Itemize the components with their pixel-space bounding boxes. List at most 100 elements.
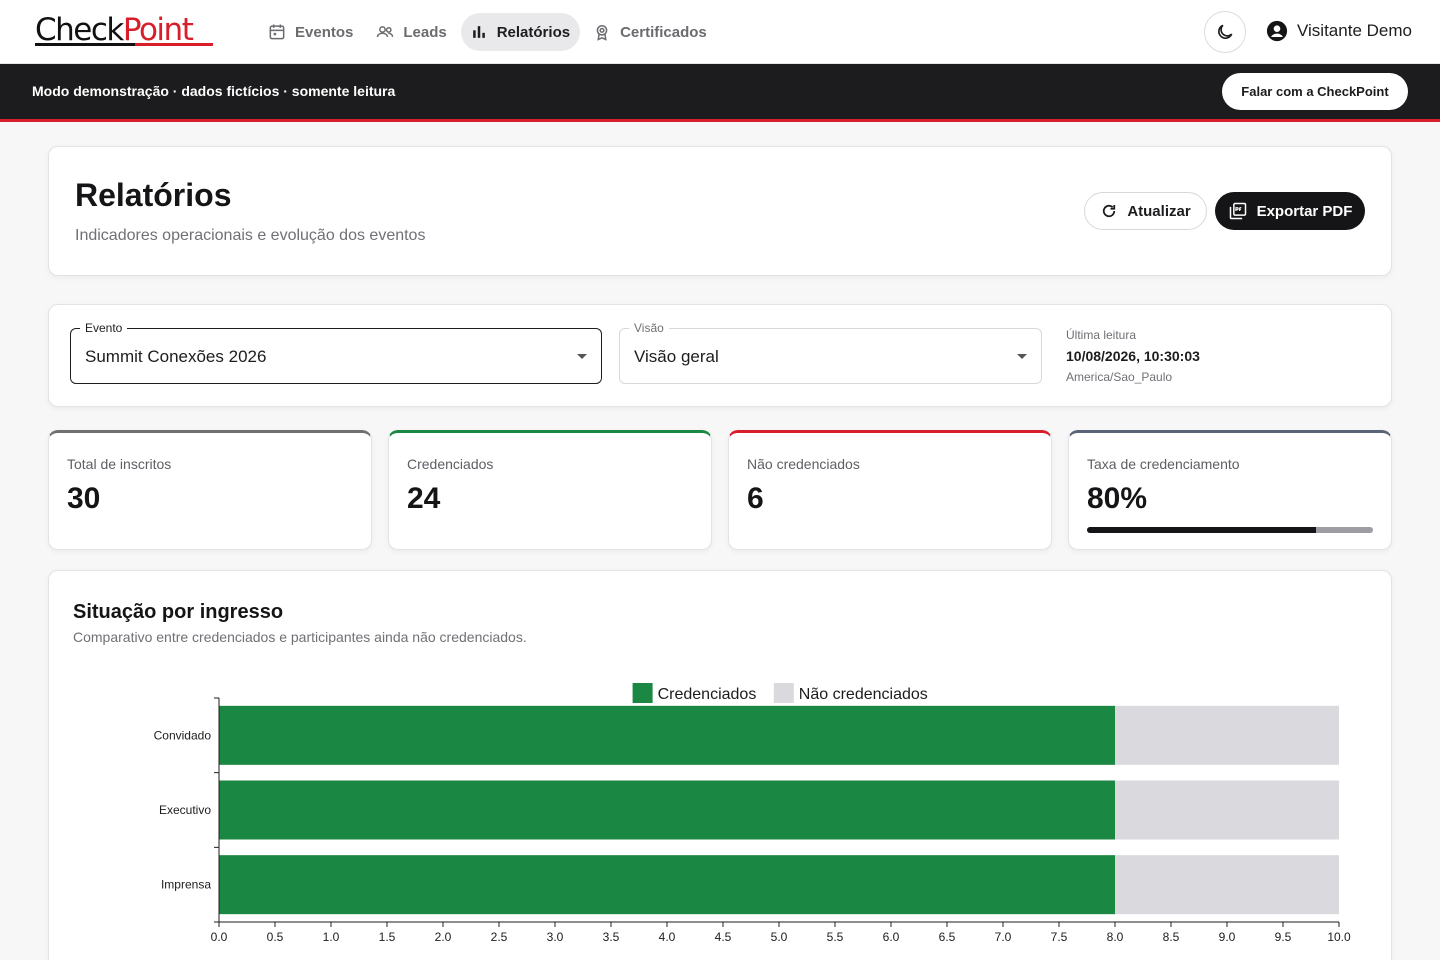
user-menu[interactable]: Visitante Demo — [1266, 20, 1412, 42]
export-pdf-label: Exportar PDF — [1256, 202, 1353, 220]
y-tick-label: Imprensa — [161, 878, 211, 892]
kpi-value: 30 — [67, 482, 101, 515]
page-title: Relatórios — [75, 177, 232, 213]
legend-label: Credenciados — [658, 686, 757, 703]
kpi-label: Não credenciados — [747, 456, 860, 472]
event-select-label: Evento — [80, 321, 128, 335]
event-select[interactable]: Evento Summit Conexões 2026 — [70, 321, 602, 384]
legend-swatch — [773, 683, 794, 703]
refresh-icon — [1103, 204, 1116, 218]
kpi-value: 6 — [747, 482, 764, 515]
nav-item-certificados[interactable]: Certificados — [584, 13, 717, 51]
nav-label-relatorios: Relatórios — [496, 23, 571, 41]
x-tick-label: 5.5 — [827, 930, 844, 944]
kpi-value: 80% — [1087, 482, 1148, 515]
export-pdf-button[interactable]: Exportar PDF — [1215, 192, 1365, 230]
x-tick-label: 4.0 — [659, 930, 676, 944]
timezone-label: America/Sao_Paulo — [1066, 370, 1173, 384]
last-read-info: Última leitura 10/08/2026, 10:30:03 Amer… — [1066, 328, 1200, 384]
x-tick-label: 1.0 — [323, 930, 340, 944]
ticket-status-chart-card: Situação por ingresso Comparativo entre … — [48, 570, 1392, 960]
banner-accent-line — [0, 119, 1440, 122]
legend-label: Não credenciados — [799, 686, 928, 703]
kpi-taxa-credenciamento: Taxa de credenciamento 80% — [1068, 430, 1392, 550]
contact-checkpoint-button[interactable]: Falar com a CheckPoint — [1222, 73, 1408, 110]
stacked-bar-chart: Convidado Executivo Imprensa 0.0 0.5 1.0 1.5 2.… — [154, 683, 1351, 944]
nav-item-relatorios[interactable]: Relatórios — [460, 13, 581, 51]
award-icon — [596, 25, 608, 41]
progress-bar-fill — [1087, 527, 1316, 533]
filters-card: Evento Summit Conexões 2026 Visão Visão … — [48, 304, 1392, 407]
kpi-total-inscritos: Total de inscritos 30 — [48, 430, 372, 550]
kpi-label: Taxa de credenciamento — [1087, 456, 1240, 472]
chevron-down-icon — [577, 354, 587, 359]
y-tick-label: Convidado — [154, 728, 212, 742]
x-tick-label: 6.5 — [939, 930, 956, 944]
refresh-button[interactable]: Atualizar — [1084, 192, 1207, 230]
theme-toggle-button[interactable] — [1204, 11, 1246, 53]
account-circle-icon — [1266, 20, 1288, 42]
x-tick-label: 1.5 — [379, 930, 396, 944]
nav-item-leads[interactable]: Leads — [367, 13, 456, 51]
kpi-credenciados: Credenciados 24 — [388, 430, 712, 550]
nav-item-eventos[interactable]: Eventos — [259, 13, 363, 51]
x-tick-label: 6.0 — [883, 930, 900, 944]
page-subtitle: Indicadores operacionais e evolução dos … — [75, 227, 426, 244]
nav-label-leads: Leads — [403, 23, 447, 41]
x-tick-label: 10.0 — [1327, 930, 1351, 944]
x-tick-label: 8.0 — [1107, 930, 1124, 944]
top-navigation-bar: CheckPoint Eventos Leads Relatórios Cert… — [0, 0, 1440, 64]
event-select-value: Summit Conexões 2026 — [85, 347, 267, 366]
moon-icon — [1218, 24, 1233, 39]
main-nav: Eventos Leads Relatórios Certificados — [259, 13, 717, 51]
demo-mode-banner: Modo demonstração · dados fictícios · so… — [0, 64, 1440, 119]
last-read-value: 10/08/2026, 10:30:03 — [1066, 348, 1200, 364]
nav-label-eventos: Eventos — [295, 23, 354, 41]
chevron-down-icon — [1017, 354, 1027, 359]
x-tick-label: 2.5 — [491, 930, 508, 944]
last-read-label: Última leitura — [1066, 328, 1137, 342]
x-tick-label: 3.5 — [603, 930, 620, 944]
y-tick-label: Executivo — [159, 803, 211, 817]
pdf-icon — [1229, 202, 1246, 220]
bar-credenciados — [219, 855, 1115, 915]
chart-title: Situação por ingresso — [73, 601, 284, 623]
bar-nao-credenciados — [1115, 780, 1339, 840]
kpi-value: 24 — [407, 482, 441, 515]
kpi-label: Credenciados — [407, 456, 494, 472]
nav-label-certificados: Certificados — [620, 23, 707, 41]
bar-credenciados — [219, 705, 1115, 765]
view-select-label: Visão — [629, 321, 669, 335]
kpi-nao-credenciados: Não credenciados 6 — [728, 430, 1052, 550]
users-icon — [377, 26, 394, 38]
logo-text-point: Point — [122, 12, 194, 48]
logo-underline — [35, 43, 213, 46]
x-tick-label: 0.5 — [267, 930, 284, 944]
view-select-value: Visão geral — [634, 347, 719, 366]
x-tick-label: 4.5 — [715, 930, 732, 944]
x-tick-label: 9.0 — [1219, 930, 1236, 944]
x-tick-label: 3.0 — [547, 930, 564, 944]
kpi-label: Total de inscritos — [67, 456, 172, 472]
refresh-label: Atualizar — [1127, 202, 1191, 220]
x-tick-label: 8.5 — [1163, 930, 1180, 944]
x-tick-label: 9.5 — [1275, 930, 1292, 944]
bar-credenciados — [219, 780, 1115, 840]
legend-swatch — [632, 683, 653, 703]
bar-nao-credenciados — [1115, 855, 1339, 915]
progress-bar — [1087, 527, 1373, 533]
demo-mode-text: Modo demonstração · dados fictícios · so… — [32, 83, 396, 99]
view-select[interactable]: Visão Visão geral — [619, 321, 1042, 384]
checkpoint-logo[interactable]: CheckPoint — [35, 10, 194, 50]
x-tick-label: 7.5 — [1051, 930, 1068, 944]
page-header-card: Relatórios Indicadores operacionais e ev… — [48, 146, 1392, 276]
x-tick-label: 0.0 — [211, 930, 228, 944]
calendar-icon — [269, 24, 285, 40]
bar-nao-credenciados — [1115, 705, 1339, 765]
logo-text-check: Check — [35, 12, 124, 48]
bar-chart-icon — [472, 26, 485, 38]
x-tick-label: 7.0 — [995, 930, 1012, 944]
x-tick-label: 5.0 — [771, 930, 788, 944]
user-name: Visitante Demo — [1297, 21, 1412, 40]
x-tick-label: 2.0 — [435, 930, 452, 944]
